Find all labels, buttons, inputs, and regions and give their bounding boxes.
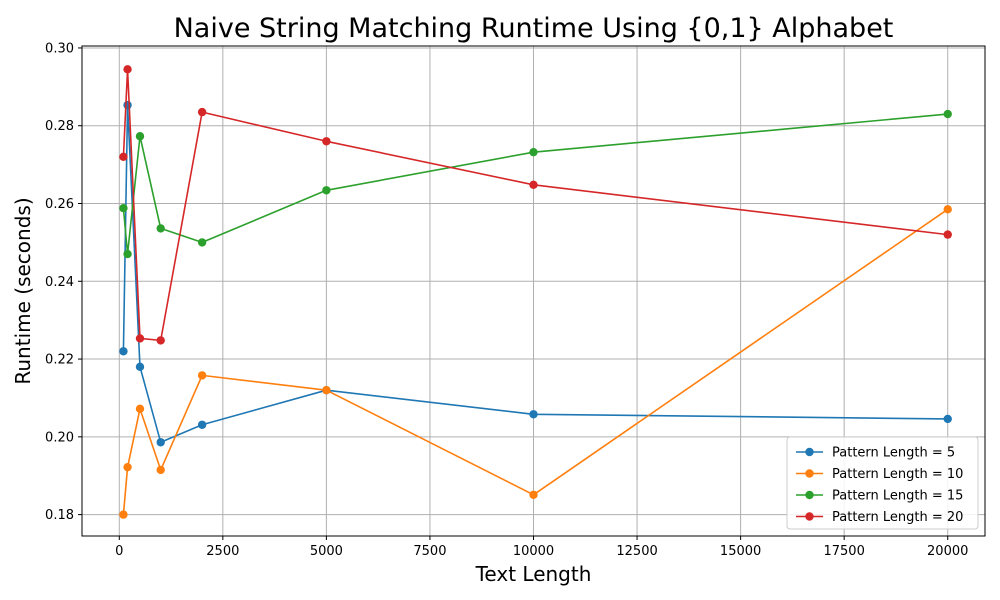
data-point <box>119 203 128 213</box>
series-line <box>122 208 949 515</box>
data-point <box>529 180 538 190</box>
data-point <box>119 347 128 356</box>
data-point <box>529 490 538 499</box>
legend-marker <box>805 490 814 500</box>
x-tick-label: 20000 <box>927 544 968 559</box>
x-tick-label: 17500 <box>823 544 864 559</box>
data-point <box>197 107 207 117</box>
data-point <box>529 147 538 157</box>
data-point <box>156 224 165 233</box>
y-tick-label: 0.30 <box>45 41 74 56</box>
x-tick-label: 0 <box>115 544 123 559</box>
x-tick-label: 2500 <box>206 544 239 559</box>
data-point <box>322 186 331 195</box>
data-point <box>135 404 145 414</box>
data-point <box>197 371 207 380</box>
legend: Pattern Length = 5 Pattern Length = 10 Pat… <box>786 436 979 530</box>
data-point <box>322 385 331 395</box>
series-layer <box>119 65 952 519</box>
legend-label: Pattern Length = 10 <box>832 467 963 482</box>
data-point <box>123 462 132 472</box>
legend-marker <box>805 512 814 521</box>
series-line <box>122 68 948 342</box>
data-point <box>197 420 207 429</box>
data-point <box>529 410 538 419</box>
data-point <box>943 109 952 119</box>
legend-marker <box>805 447 814 457</box>
x-tick-label: 5000 <box>310 544 343 559</box>
legend-label: Pattern Length = 15 <box>832 489 963 504</box>
y-tick-label: 0.28 <box>45 119 74 134</box>
x-tick-label: 10000 <box>513 544 554 559</box>
data-point <box>156 438 165 447</box>
data-point <box>156 336 165 345</box>
y-tick-label: 0.24 <box>45 275 74 290</box>
legend-marker <box>805 469 814 478</box>
x-axis-label: Text Length <box>475 562 592 586</box>
y-tick-label: 0.22 <box>45 353 74 368</box>
y-tick-label: 0.26 <box>45 197 74 212</box>
series-3 <box>119 109 952 259</box>
data-point <box>119 152 128 162</box>
legend-item: Pattern Length = 10 <box>796 467 963 482</box>
series-4 <box>119 65 952 345</box>
series-1 <box>119 100 952 447</box>
legend-item: Pattern Length = 5 <box>796 446 955 461</box>
data-point <box>322 137 331 146</box>
data-point <box>123 100 132 110</box>
data-point <box>135 362 145 372</box>
x-axis-ticks: 0 2500 5000 7500 10000 12500 15000 17500 20000 <box>115 536 968 559</box>
x-tick-label: 12500 <box>616 544 657 559</box>
x-tick-label: 15000 <box>720 544 761 559</box>
y-axis-label: Runtime (seconds) <box>11 197 35 384</box>
y-tick-label: 0.20 <box>45 430 74 445</box>
data-point <box>197 238 207 247</box>
series-2 <box>119 205 952 519</box>
data-point <box>123 249 132 259</box>
legend-label: Pattern Length = 20 <box>832 510 963 525</box>
chart-title: Naive String Matching Runtime Using {0,1… <box>174 13 894 44</box>
series-line <box>122 104 948 444</box>
y-tick-label: 0.18 <box>45 508 74 523</box>
data-point <box>943 414 952 424</box>
data-point <box>943 230 952 239</box>
data-point <box>943 205 952 214</box>
legend-item: Pattern Length = 20 <box>796 510 963 525</box>
legend-item: Pattern Length = 15 <box>796 489 963 504</box>
legend-box <box>786 436 979 530</box>
data-point <box>135 132 145 141</box>
data-point <box>156 465 165 475</box>
y-axis-ticks: 0.18 0.20 0.22 0.24 0.26 0.28 0.30 <box>45 41 82 523</box>
data-point <box>123 65 132 74</box>
data-point <box>119 510 128 519</box>
x-tick-label: 7500 <box>413 544 446 559</box>
series-line <box>122 113 948 255</box>
data-point <box>135 334 145 343</box>
legend-label: Pattern Length = 5 <box>832 446 955 461</box>
